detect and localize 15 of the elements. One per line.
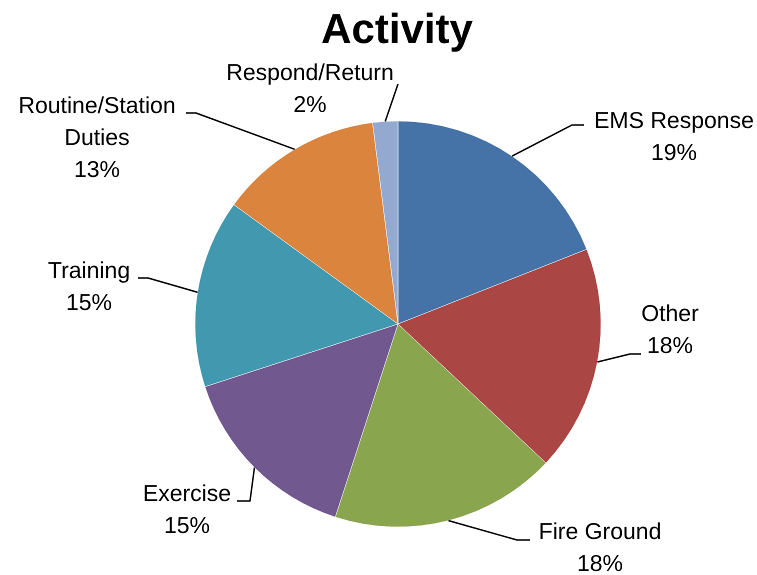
data-label: 18% (646, 332, 694, 358)
slice-label: Routine/Station Duties (18, 92, 176, 150)
slice-label: Training (48, 257, 130, 284)
data-label: 15% (164, 512, 210, 538)
slice-label: Fire Ground (538, 518, 662, 544)
data-label: 19% (650, 139, 698, 166)
chart-title: Activity (321, 5, 474, 52)
data-label: 13% (74, 156, 120, 182)
data-label: 15% (66, 289, 112, 316)
data-label: 18% (576, 550, 624, 575)
slice-label: Exercise (142, 480, 232, 506)
slice-label: Respond/Return (226, 59, 394, 86)
slice-label: Other (641, 300, 700, 326)
slice-label: EMS Response (594, 107, 754, 134)
data-label: 2% (293, 91, 327, 118)
